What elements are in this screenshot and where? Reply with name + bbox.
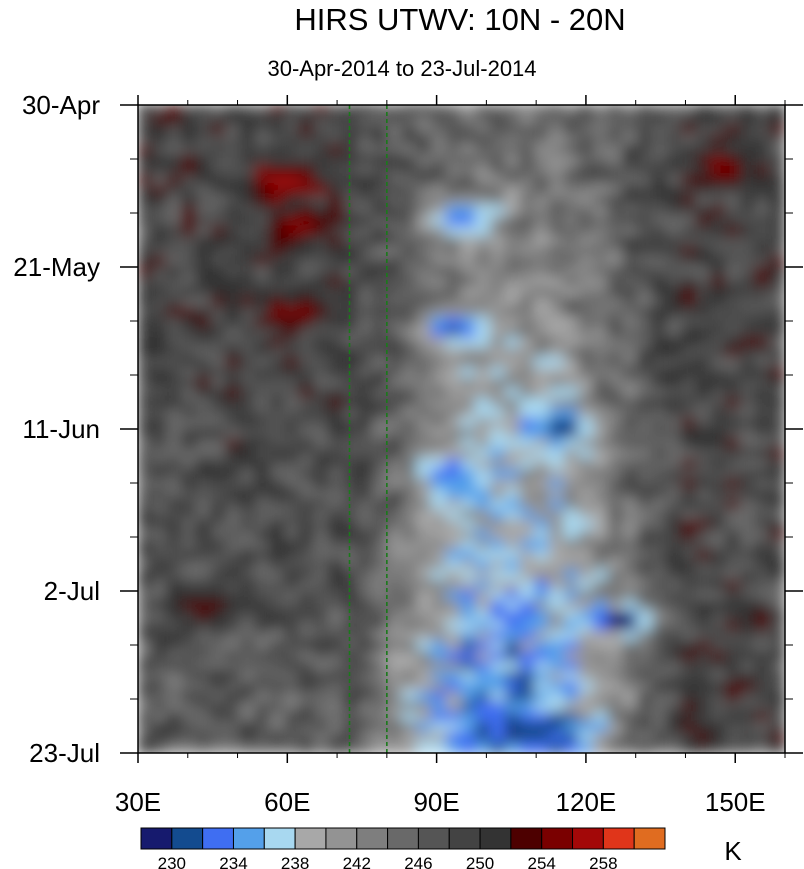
chart-subtitle: 30-Apr-2014 to 23-Jul-2014 <box>267 56 537 81</box>
colorbar-label: 258 <box>589 854 617 869</box>
y-tick-label: 2-Jul <box>44 576 100 606</box>
colorbar-swatch <box>417 827 450 850</box>
colorbar-unit: K <box>724 836 742 866</box>
y-tick-label: 21-May <box>13 252 100 282</box>
colorbar-swatch <box>479 827 512 850</box>
colorbar-swatch <box>202 827 234 850</box>
colorbar-swatch <box>232 827 265 850</box>
x-tick-label: 120E <box>556 787 617 817</box>
x-tick-label: 30E <box>115 787 161 817</box>
colorbar-swatch <box>263 827 296 850</box>
colorbar-label: 234 <box>219 854 247 869</box>
colorbar-swatch <box>171 827 204 850</box>
colorbar-swatch <box>602 827 635 850</box>
x-tick-label: 90E <box>413 787 459 817</box>
colorbar-label: 250 <box>466 854 494 869</box>
colorbar-label: 254 <box>528 854 556 869</box>
y-tick-label: 23-Jul <box>29 738 100 768</box>
colorbar-label: 242 <box>343 854 371 869</box>
colorbar-swatch <box>541 827 574 850</box>
colorbar-swatch <box>510 827 543 850</box>
colorbar-label: 230 <box>158 854 186 869</box>
colorbar-swatch <box>294 827 327 850</box>
chart-title: HIRS UTWV: 10N - 20N <box>294 2 626 37</box>
colorbar-swatch <box>633 827 666 850</box>
colorbar-swatch <box>325 827 358 850</box>
x-tick-label: 150E <box>705 787 766 817</box>
x-tick-label: 60E <box>264 787 310 817</box>
colorbar-swatch <box>140 827 173 850</box>
y-tick-label: 11-Jun <box>22 414 100 444</box>
colorbar-swatch <box>572 827 604 850</box>
colorbar-swatch <box>387 827 419 850</box>
colorbar-label: 238 <box>281 854 309 869</box>
colorbar-label: 246 <box>404 854 432 869</box>
y-tick-label: 30-Apr <box>22 90 100 120</box>
colorbar-swatch <box>448 827 481 850</box>
colorbar-swatch <box>356 827 389 850</box>
